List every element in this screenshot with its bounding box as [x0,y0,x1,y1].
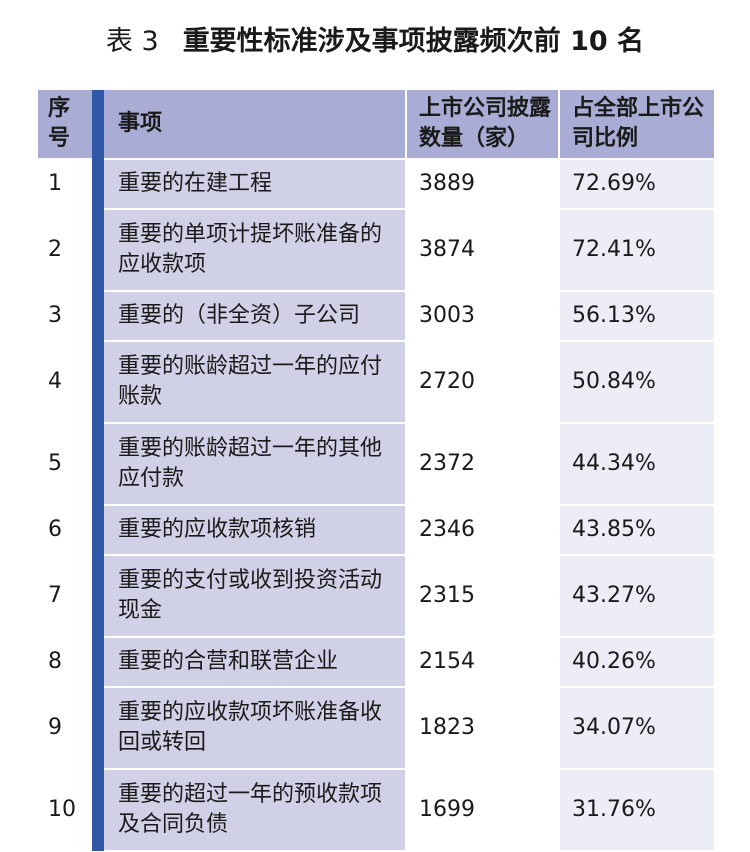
row-count: 2372 [405,423,559,506]
accent-bar [92,423,104,505]
row-index: 7 [38,555,92,638]
table-row: 9 重要的应收款项坏账准备收回或转回 1823 34.07% [38,687,714,770]
row-count: 1699 [405,769,559,852]
table-row: 7 重要的支付或收到投资活动现金 2315 43.27% [38,555,714,638]
accent-bar [92,209,104,291]
row-index: 3 [38,291,92,342]
row-ratio: 40.26% [558,637,714,688]
accent-bar [92,769,104,851]
header-item: 事项 [104,90,406,160]
table-title-text: 重要性标准涉及事项披露频次前 10 名 [182,26,645,57]
row-index: 6 [38,505,92,556]
row-index: 4 [38,341,92,424]
accent-bar [92,90,104,159]
row-index: 9 [38,687,92,770]
row-ratio: 72.69% [558,159,714,210]
header-ratio: 占全部上市公司比例 [558,90,714,160]
row-ratio: 43.85% [558,505,714,556]
row-item: 重要的单项计提坏账准备的应收款项 [104,209,406,292]
table-row: 1 重要的在建工程 3889 72.69% [38,159,714,210]
header-count: 上市公司披露数量（家） [405,90,559,160]
table-title: 表 3 重要性标准涉及事项披露频次前 10 名 [0,22,750,62]
row-index: 10 [38,769,92,852]
row-item: 重要的超过一年的预收款项及合同负债 [104,769,406,852]
row-ratio: 72.41% [558,209,714,292]
row-index: 5 [38,423,92,506]
row-item: 重要的（非全资）子公司 [104,291,406,342]
row-count: 2315 [405,555,559,638]
accent-bar [92,505,104,555]
table-number-label: 表 3 [105,26,159,57]
accent-bar [92,341,104,423]
row-item: 重要的合营和联营企业 [104,637,406,688]
row-item: 重要的账龄超过一年的其他应付款 [104,423,406,506]
table-body: 1 重要的在建工程 3889 72.69% 2 重要的单项计提坏账准备的应收款项 3874 7… [38,159,714,852]
row-count: 3874 [405,209,559,292]
document-page: 表 3 重要性标准涉及事项披露频次前 10 名 序号 事项 上市公司披露数量（家）… [0,22,750,852]
table-row: 4 重要的账龄超过一年的应付账款 2720 50.84% [38,341,714,424]
row-ratio: 31.76% [558,769,714,852]
header-index: 序号 [38,90,92,160]
row-item: 重要的应收款项核销 [104,505,406,556]
disclosure-frequency-table: 序号 事项 上市公司披露数量（家） 占全部上市公司比例 1 重要的在建工程 3889… [38,90,714,852]
row-ratio: 34.07% [558,687,714,770]
accent-bar [92,687,104,769]
row-index: 8 [38,637,92,688]
row-item: 重要的账龄超过一年的应付账款 [104,341,406,424]
table-row: 8 重要的合营和联营企业 2154 40.26% [38,637,714,688]
row-ratio: 56.13% [558,291,714,342]
table-row: 3 重要的（非全资）子公司 3003 56.13% [38,291,714,342]
row-ratio: 43.27% [558,555,714,638]
row-count: 2346 [405,505,559,556]
row-item: 重要的应收款项坏账准备收回或转回 [104,687,406,770]
table-row: 6 重要的应收款项核销 2346 43.85% [38,505,714,556]
row-item: 重要的在建工程 [104,159,406,210]
row-index: 2 [38,209,92,292]
table-row: 2 重要的单项计提坏账准备的应收款项 3874 72.41% [38,209,714,292]
row-index: 1 [38,159,92,210]
table-row: 10 重要的超过一年的预收款项及合同负债 1699 31.76% [38,769,714,852]
table-row: 5 重要的账龄超过一年的其他应付款 2372 44.34% [38,423,714,506]
accent-bar [92,159,104,209]
row-count: 2154 [405,637,559,688]
row-ratio: 44.34% [558,423,714,506]
accent-bar [92,291,104,341]
row-count: 2720 [405,341,559,424]
row-count: 3889 [405,159,559,210]
accent-bar [92,637,104,687]
accent-bar [92,555,104,637]
row-item: 重要的支付或收到投资活动现金 [104,555,406,638]
row-count: 1823 [405,687,559,770]
header-row: 序号 事项 上市公司披露数量（家） 占全部上市公司比例 [38,90,714,160]
row-ratio: 50.84% [558,341,714,424]
row-count: 3003 [405,291,559,342]
